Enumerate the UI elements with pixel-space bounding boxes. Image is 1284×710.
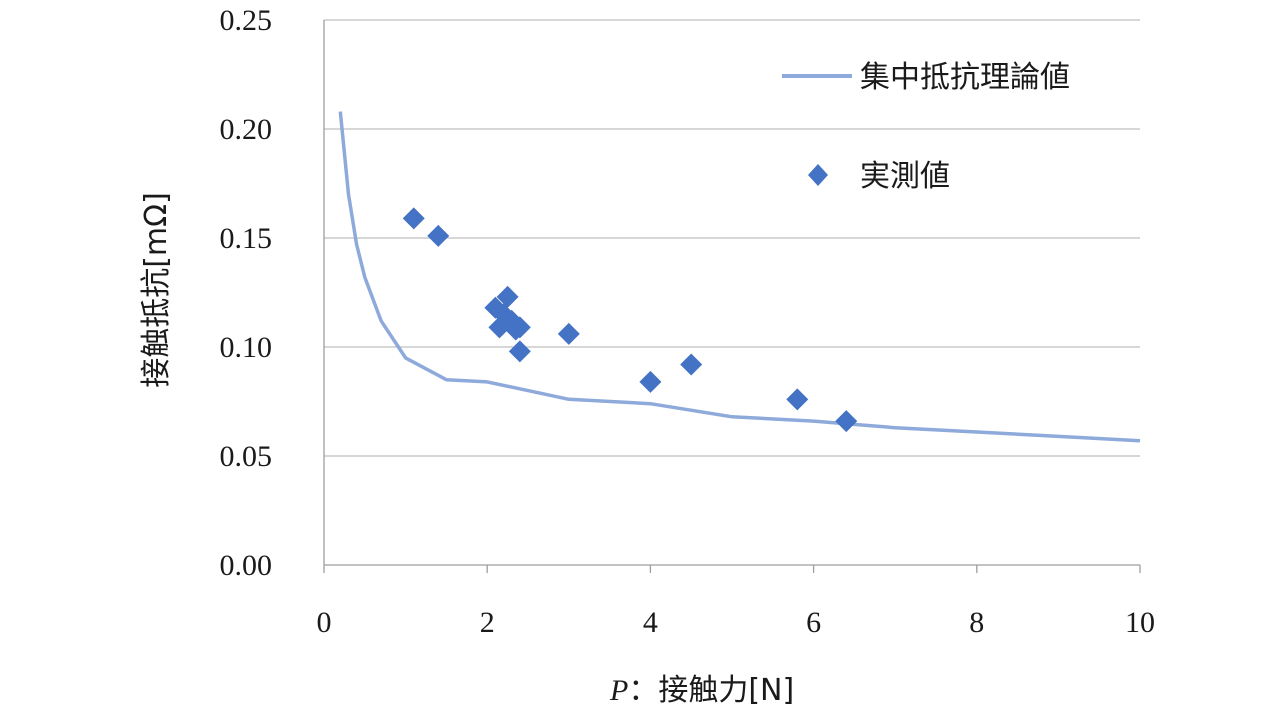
legend-diamond-swatch [808,164,828,186]
x-axis-title: P：接触力[N] [609,673,794,708]
x-tick-label: 2 [480,606,495,639]
theory-line [338,111,1141,443]
x-tick-label: 0 [317,606,332,639]
y-tick-label: 0.00 [220,549,273,582]
legend-label-theory: 集中抵抗理論値 [860,60,1070,95]
data-point [557,322,580,345]
y-tick-labels: 0.00 0.05 0.10 0.15 0.20 0.25 [220,4,273,582]
legend-label-measured: 実測値 [860,159,950,194]
y-axis-title: 接触抵抗[mΩ] [139,192,174,388]
y-tick-label: 0.25 [220,4,273,37]
x-axis-title-variable: P [609,674,628,707]
data-point [835,410,858,433]
x-tick-label: 10 [1125,606,1155,639]
data-point [508,316,531,339]
x-tick-labels: 0 2 4 6 8 10 [317,606,1156,639]
x-axis-title-text: ：接触力[N] [628,673,794,708]
theory-line-series [338,111,1141,443]
x-tick-label: 4 [643,606,658,639]
y-tick-label: 0.05 [220,440,273,473]
data-point [492,303,515,326]
y-tick-label: 0.20 [220,113,273,146]
data-point [786,388,809,411]
data-point [496,285,519,308]
grid-lines [323,19,1141,573]
legend: 集中抵抗理論値 実測値 [782,60,1070,194]
x-tick-label: 8 [969,606,984,639]
data-point [639,370,662,393]
y-tick-label: 0.10 [220,331,273,364]
data-point [427,224,450,247]
data-point [402,207,425,230]
y-tick-label: 0.15 [220,222,273,255]
x-tick-label: 6 [806,606,821,639]
measured-points-series [402,207,858,433]
data-point [508,340,531,363]
data-point [680,353,703,376]
